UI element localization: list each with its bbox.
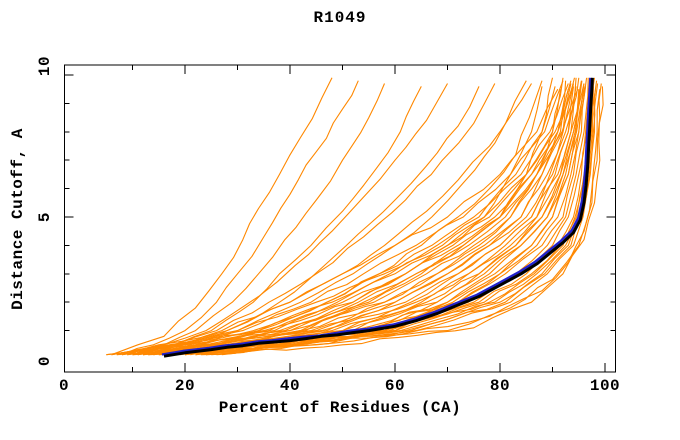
model-curve: [148, 80, 582, 356]
model-curve: [211, 86, 604, 356]
model-curve: [127, 83, 448, 356]
model-curve: [174, 77, 580, 356]
model-curve: [127, 83, 569, 356]
model-curve: [205, 83, 585, 356]
model-curve: [179, 83, 593, 356]
y-tick-label: 0: [36, 356, 54, 366]
x-tick-label: 0: [59, 377, 69, 395]
reference-curve-black: [163, 77, 594, 358]
model-curve: [142, 86, 422, 356]
model-curve: [153, 86, 480, 356]
x-axis-label: Percent of Residues (CA): [218, 399, 462, 417]
model-curve: [137, 83, 496, 356]
model-curve: [216, 86, 586, 356]
reference-curve-blue: [161, 77, 592, 356]
x-tick-label: 80: [490, 377, 510, 395]
model-curve: [163, 86, 577, 356]
y-tick-label: 10: [36, 56, 54, 76]
model-curve: [174, 80, 543, 356]
model-curve: [142, 89, 580, 356]
y-tick-label: 5: [36, 212, 54, 222]
model-curve: [132, 83, 386, 356]
x-tick-label: 100: [590, 377, 620, 395]
model-curve: [184, 89, 601, 356]
model-curve: [153, 83, 575, 356]
x-tick-label: 40: [280, 377, 300, 395]
plot-frame: [63, 64, 616, 373]
model-curve: [158, 88, 579, 356]
model-curve: [221, 77, 588, 356]
model-curve: [111, 77, 333, 356]
model-curve: [116, 80, 564, 356]
model-curve: [106, 88, 559, 356]
x-tick-label: 20: [175, 377, 195, 395]
model-curve: [148, 77, 576, 356]
model-curve: [148, 83, 532, 356]
chart-title: R1049: [313, 9, 367, 27]
model-curve: [163, 77, 589, 356]
model-curve: [121, 80, 359, 356]
model-curve: [163, 80, 527, 356]
model-curve: [127, 83, 572, 356]
model-curve: [137, 86, 574, 356]
x-tick-label: 60: [385, 377, 405, 395]
model-curve: [205, 83, 599, 356]
